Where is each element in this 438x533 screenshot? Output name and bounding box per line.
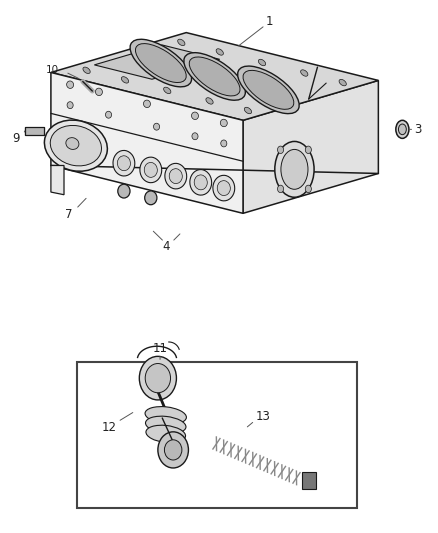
Ellipse shape <box>189 57 240 96</box>
Ellipse shape <box>399 124 406 135</box>
Ellipse shape <box>184 53 245 100</box>
Text: 13: 13 <box>255 410 270 423</box>
Text: 4: 4 <box>163 240 170 253</box>
Ellipse shape <box>238 66 299 114</box>
Ellipse shape <box>67 102 73 109</box>
Ellipse shape <box>216 49 223 55</box>
Ellipse shape <box>178 39 185 46</box>
Ellipse shape <box>144 163 157 177</box>
Ellipse shape <box>305 185 311 192</box>
Ellipse shape <box>140 157 162 183</box>
Ellipse shape <box>135 44 186 83</box>
Ellipse shape <box>300 70 308 76</box>
Ellipse shape <box>164 87 171 94</box>
Ellipse shape <box>146 425 186 443</box>
Polygon shape <box>51 165 64 195</box>
Ellipse shape <box>190 169 212 195</box>
Ellipse shape <box>158 432 188 468</box>
Ellipse shape <box>44 120 107 171</box>
Ellipse shape <box>145 416 186 434</box>
Polygon shape <box>243 80 378 213</box>
Polygon shape <box>77 362 357 508</box>
Polygon shape <box>94 45 219 79</box>
Polygon shape <box>25 127 44 135</box>
Ellipse shape <box>258 59 265 66</box>
Ellipse shape <box>221 140 227 147</box>
Ellipse shape <box>220 119 227 127</box>
Ellipse shape <box>281 149 308 189</box>
Text: 12: 12 <box>102 421 117 433</box>
Ellipse shape <box>153 123 159 130</box>
Text: 10: 10 <box>46 65 59 75</box>
Ellipse shape <box>145 364 170 393</box>
Ellipse shape <box>278 146 284 154</box>
Ellipse shape <box>396 120 409 139</box>
Ellipse shape <box>145 407 187 424</box>
Ellipse shape <box>145 191 157 205</box>
Text: 1: 1 <box>265 15 273 28</box>
Ellipse shape <box>278 185 284 192</box>
Ellipse shape <box>217 181 230 196</box>
Ellipse shape <box>113 150 135 176</box>
Ellipse shape <box>121 77 129 83</box>
Ellipse shape <box>194 175 207 190</box>
Polygon shape <box>51 33 378 120</box>
Ellipse shape <box>213 175 235 201</box>
Ellipse shape <box>83 67 90 74</box>
Ellipse shape <box>67 81 74 88</box>
Polygon shape <box>51 72 243 213</box>
Ellipse shape <box>106 111 112 118</box>
Text: 9: 9 <box>12 132 20 146</box>
Ellipse shape <box>139 357 177 400</box>
Text: 11: 11 <box>152 342 168 356</box>
Ellipse shape <box>275 141 314 197</box>
Ellipse shape <box>305 146 311 154</box>
Ellipse shape <box>191 112 198 119</box>
Ellipse shape <box>117 156 131 171</box>
Ellipse shape <box>192 133 198 140</box>
Ellipse shape <box>165 163 187 189</box>
Ellipse shape <box>339 79 346 86</box>
Ellipse shape <box>118 184 130 198</box>
Ellipse shape <box>206 98 213 104</box>
Ellipse shape <box>50 125 102 166</box>
Text: 3: 3 <box>414 123 421 136</box>
Text: 7: 7 <box>65 208 72 221</box>
Ellipse shape <box>66 138 79 149</box>
Ellipse shape <box>243 70 294 109</box>
Polygon shape <box>302 472 316 489</box>
Ellipse shape <box>169 168 182 183</box>
Ellipse shape <box>244 107 251 114</box>
Ellipse shape <box>144 100 150 108</box>
Ellipse shape <box>95 88 102 95</box>
Ellipse shape <box>130 39 191 87</box>
Ellipse shape <box>164 440 182 460</box>
